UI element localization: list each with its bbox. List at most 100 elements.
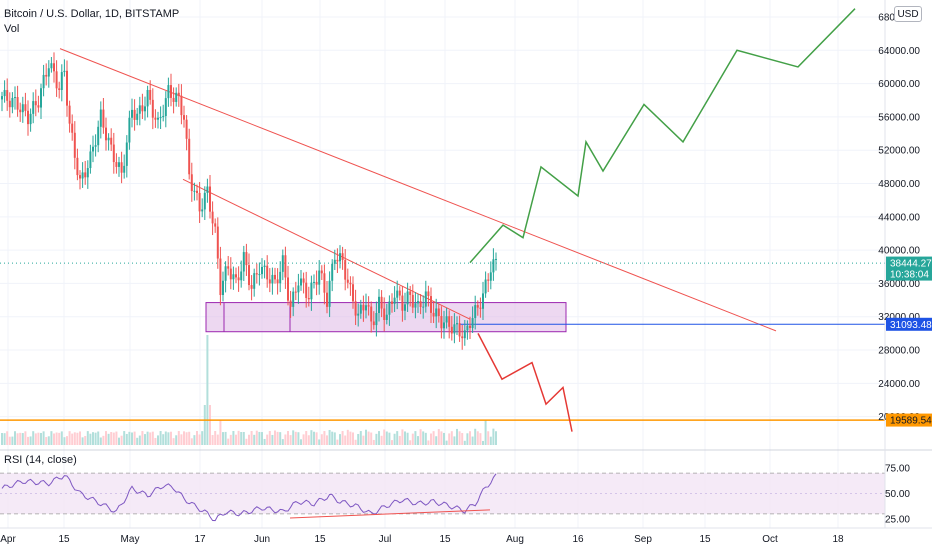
volume-bar xyxy=(310,430,313,445)
volume-bar xyxy=(229,434,232,445)
candle-body xyxy=(385,314,388,320)
candle-body xyxy=(391,301,393,304)
volume-bar xyxy=(136,437,139,445)
candle-body xyxy=(315,281,318,285)
drawn-lines xyxy=(0,48,885,421)
candle-body xyxy=(175,92,178,102)
volume-bar xyxy=(164,431,167,445)
candle-body xyxy=(232,274,235,280)
volume-bar xyxy=(206,335,209,445)
volume-bar xyxy=(29,436,32,445)
candle-body xyxy=(479,307,482,309)
candle-body xyxy=(159,117,162,119)
volume-bar xyxy=(86,431,89,445)
volume-bar xyxy=(211,435,214,445)
volume-bar xyxy=(302,434,305,445)
volume-bar xyxy=(307,435,310,445)
candle-body xyxy=(352,284,354,302)
volume-bar xyxy=(162,434,165,445)
time-tick-label: 15 xyxy=(439,534,451,545)
volume-bar xyxy=(214,431,217,445)
candle-body xyxy=(370,306,373,322)
candle-body xyxy=(406,291,409,305)
time-tick-label: 17 xyxy=(194,534,206,545)
volume-bar xyxy=(196,431,198,445)
time-tick-label: Sep xyxy=(634,534,652,545)
volume-bar xyxy=(453,436,456,445)
volume-bar xyxy=(154,437,157,445)
time-tick-label: 15 xyxy=(699,534,711,545)
candle-body xyxy=(151,99,154,118)
candle-body xyxy=(398,290,401,296)
volume-bar xyxy=(32,431,35,445)
candle-body xyxy=(396,290,399,298)
candle-body xyxy=(157,117,159,120)
volume-bar xyxy=(385,431,388,445)
volume-indicator-label: Vol xyxy=(4,23,20,35)
price-tick-label: 64000.00 xyxy=(878,46,920,57)
volume-bar xyxy=(21,433,24,445)
volume-bar xyxy=(339,434,341,445)
price-tick-label: 40000.00 xyxy=(878,246,920,257)
candle-body xyxy=(424,291,427,307)
candle-body xyxy=(1,96,3,100)
volume-bar xyxy=(50,431,53,445)
candle-body xyxy=(495,258,497,260)
candle-body xyxy=(242,252,245,272)
candle-body xyxy=(55,71,58,89)
candle-body xyxy=(86,168,89,178)
volume-bar xyxy=(3,433,6,445)
volume-bar xyxy=(219,420,222,445)
volume-bar xyxy=(159,431,162,445)
candle-body xyxy=(276,279,279,284)
candle-body xyxy=(97,126,100,146)
volume-bar xyxy=(14,431,16,445)
candle-body xyxy=(99,109,102,127)
volume-bar xyxy=(443,432,445,445)
volume-bar xyxy=(362,435,365,445)
currency-button[interactable]: USD xyxy=(894,6,922,22)
candle-body xyxy=(261,266,263,275)
volume-bar xyxy=(250,431,253,445)
volume-bar xyxy=(235,434,237,445)
candle-body xyxy=(487,279,490,281)
candle-body xyxy=(484,279,487,294)
candle-body xyxy=(63,70,66,73)
candle-body xyxy=(149,89,152,100)
candle-body xyxy=(331,263,334,281)
volume-bar xyxy=(440,431,443,445)
bullish-projection-path xyxy=(469,8,856,264)
candle-body xyxy=(115,162,118,167)
projection-paths xyxy=(469,8,856,432)
candle-body xyxy=(453,324,456,334)
volume-bar xyxy=(89,433,92,445)
volume-bar xyxy=(209,405,211,445)
candle-body xyxy=(474,305,477,319)
volume-bar xyxy=(487,431,490,445)
candle-body xyxy=(287,277,289,301)
rsi-tick-label: 50.00 xyxy=(885,489,910,500)
volume-bar xyxy=(144,434,146,445)
candle-body xyxy=(300,278,302,286)
volume-bar xyxy=(461,433,464,445)
volume-bar xyxy=(34,433,37,445)
volume-bar xyxy=(24,431,27,445)
candle-body xyxy=(440,316,443,329)
candle-body xyxy=(253,273,256,289)
candle-body xyxy=(289,300,292,307)
volume-bar xyxy=(318,439,321,445)
volume-bar xyxy=(180,434,183,445)
candle-body xyxy=(445,316,448,323)
volume-bar xyxy=(409,440,412,445)
candle-body xyxy=(326,292,328,307)
candle-body xyxy=(305,282,308,298)
volume-bar xyxy=(222,432,224,445)
volume-bar xyxy=(419,429,422,445)
volume-bar xyxy=(183,431,185,445)
candle-body xyxy=(71,123,74,133)
volume-bar xyxy=(422,431,425,445)
candle-body xyxy=(138,105,141,114)
volume-bar xyxy=(255,430,258,445)
